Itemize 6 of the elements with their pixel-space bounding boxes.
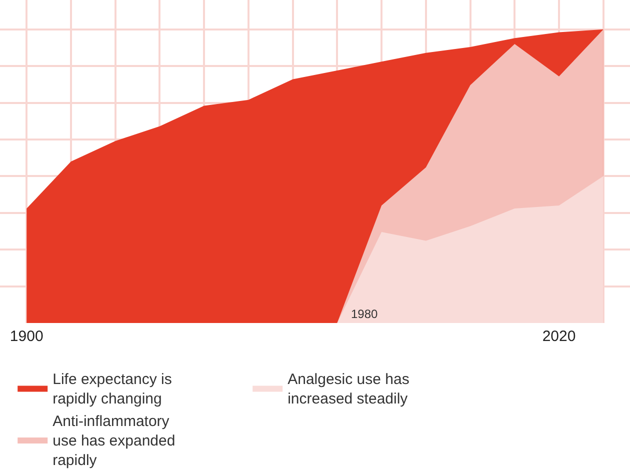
x-tick-label: 1900 bbox=[10, 328, 44, 345]
x-tick-label: 2020 bbox=[542, 328, 576, 345]
annotation: 1980 bbox=[351, 307, 378, 321]
legend-label: Life expectancy is rapidly changing bbox=[52, 370, 172, 408]
legend-label: Anti-inflammatory use has expanded rapidly bbox=[52, 412, 176, 469]
legend-label: Analgesic use has increased steadily bbox=[288, 370, 410, 408]
